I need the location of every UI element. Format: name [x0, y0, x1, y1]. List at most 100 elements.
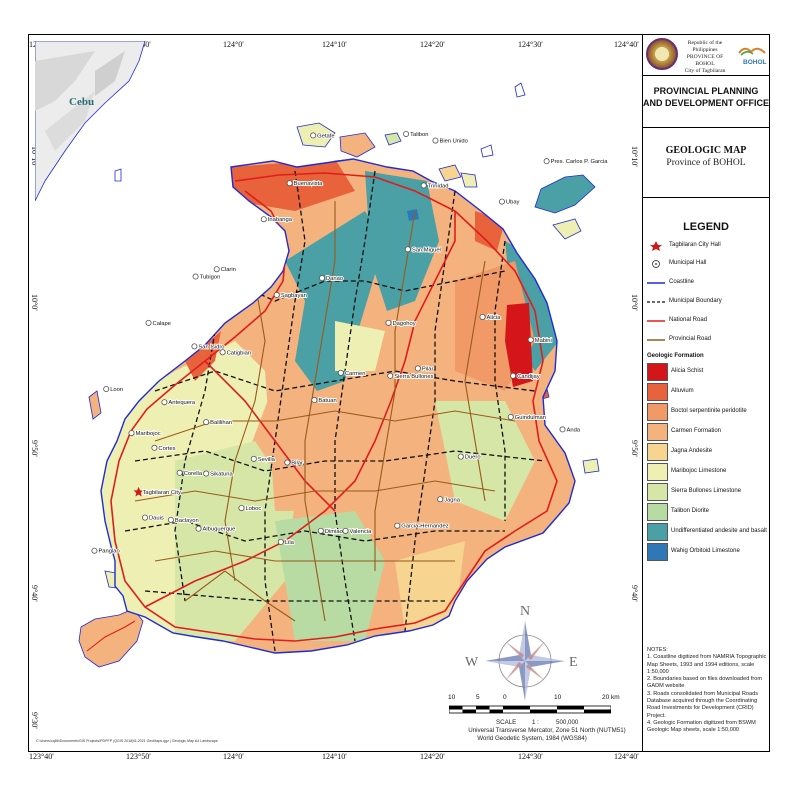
file-path-note: C:\Users\cq86\Documents\GIS Projects\PDP… [36, 739, 218, 743]
place-marker[interactable]: Dimiao [317, 527, 344, 536]
municipal-hall-icon [311, 397, 318, 404]
scale-denominator: 500,000 [556, 719, 579, 726]
coord-top-3: 124°0' [223, 40, 244, 49]
place-marker[interactable]: Alicia [479, 313, 502, 322]
place-marker[interactable]: Anda [559, 426, 582, 434]
coord-right-2: 10°0' [630, 294, 639, 311]
place-marker[interactable]: Garcia-Hernandez [394, 522, 450, 531]
place-label: Jagna [444, 497, 461, 503]
boundary-line-icon [647, 301, 665, 303]
place-marker[interactable]: Dauis [142, 514, 165, 523]
zone-sierra-bullones-east [435, 401, 535, 521]
place-marker[interactable]: Balilihan [203, 419, 233, 427]
place-marker[interactable]: Pres. Carlos P. Garcia [543, 158, 609, 166]
place-marker[interactable]: Catigbian [219, 349, 252, 357]
national-road-icon [647, 320, 665, 322]
place-marker[interactable]: Talibon [403, 130, 429, 139]
place-marker[interactable]: Buenavista [286, 180, 324, 188]
municipal-hall-icon [128, 430, 135, 437]
place-marker[interactable]: Loboc [238, 505, 262, 513]
place-marker[interactable]: Jagna [437, 496, 462, 504]
legend-coastline-label: Coastline [669, 279, 695, 285]
municipal-hall-icon [145, 319, 152, 326]
municipal-hall-icon [161, 399, 168, 406]
place-marker[interactable]: Tubigon [192, 273, 221, 281]
bohol-logo-icon: BOHOL [738, 47, 767, 66]
place-marker[interactable]: Bilar [284, 459, 304, 467]
municipal-hall-icon [284, 459, 291, 466]
municipal-hall-icon [238, 505, 245, 512]
place-marker[interactable]: Baclayon [167, 516, 200, 525]
place-marker[interactable]: San Miguel [404, 246, 442, 254]
place-marker[interactable]: Trinidad [420, 182, 449, 190]
formation-swatch [647, 503, 668, 521]
municipal-hall-icon [403, 130, 410, 137]
map-title: GEOLOGIC MAP [665, 145, 747, 156]
place-marker[interactable]: Sagbayan [273, 291, 308, 300]
place-marker[interactable]: Duero [457, 453, 481, 462]
place-marker[interactable]: Inabanga [260, 216, 294, 224]
place-marker[interactable]: Lila [277, 538, 296, 547]
place-marker[interactable]: Valencia [342, 527, 373, 536]
place-marker[interactable]: Maribojoc [128, 430, 162, 438]
place-marker[interactable]: Mabini [527, 336, 553, 345]
municipal-hall-icon [203, 470, 210, 477]
place-marker[interactable]: Sikatuna [203, 470, 234, 478]
place-label: Dagohoy [392, 321, 415, 327]
municipal-hall-icon [342, 527, 349, 534]
zone-carmen-formation [265, 361, 415, 511]
place-marker[interactable]: Tagbilaran City [133, 486, 182, 497]
place-marker[interactable]: Clarin [213, 266, 237, 274]
coord-left-2: 10°0' [30, 294, 39, 311]
office-box: PROVINCIAL PLANNING AND DEVELOPMENT OFFI… [643, 75, 769, 128]
place-marker[interactable]: Dagohoy [385, 319, 417, 328]
place-marker[interactable]: Guindulman [507, 413, 547, 422]
place-marker[interactable]: Ubay [498, 198, 520, 206]
map-subtitle: Province of BOHOL [666, 158, 746, 168]
note-3: 3. Roads consolidated from Municipal Roa… [647, 690, 759, 719]
municipal-hall-icon [432, 137, 439, 144]
place-marker[interactable]: San Isidro [191, 343, 225, 351]
place-label: Lila [285, 540, 295, 546]
place-marker[interactable]: Getafe [310, 132, 335, 140]
legend-boundary-label: Municipal Boundary [669, 298, 722, 304]
place-marker[interactable]: Carmen [337, 369, 366, 378]
municipal-hall-icon [103, 386, 110, 393]
municipal-hall-icon [203, 419, 210, 426]
zone-wahig-orbitoid [407, 209, 419, 221]
place-marker[interactable]: Batuan [311, 397, 338, 405]
zone-maribojoc-ne [335, 321, 385, 371]
place-label: Loon [110, 387, 123, 393]
geologic-map[interactable]: Cebu [35, 41, 635, 741]
place-marker[interactable]: Pilar [414, 365, 434, 373]
place-marker[interactable]: Sevilla [250, 455, 277, 464]
place-marker[interactable]: Loon [103, 386, 124, 394]
place-marker[interactable]: Bien Unido [432, 137, 469, 145]
place-marker[interactable]: Calape [145, 319, 172, 328]
place-marker[interactable]: Danao [318, 275, 344, 283]
scale-bar [449, 705, 611, 714]
formation-zones [101, 159, 559, 641]
place-marker[interactable]: Panglao [91, 547, 121, 556]
cebu-landmass: Cebu [35, 41, 146, 202]
municipal-hall-icon [277, 538, 284, 545]
place-marker[interactable]: Cortes [151, 444, 176, 453]
republic-text: Republic of the Philippines PROVINCE OF … [677, 40, 733, 75]
municipal-hall-icon [420, 182, 427, 189]
place-label: Ubay [506, 200, 520, 206]
formation-swatch [647, 383, 668, 401]
municipal-hall-icon [273, 291, 280, 298]
place-label: San Isidro [198, 344, 224, 350]
place-label: Maribojoc [135, 431, 160, 437]
place-marker[interactable]: Sierra Bullones [387, 372, 435, 381]
place-marker[interactable]: Albuquerque [195, 525, 236, 534]
coord-bottom-4: 124°10' [322, 752, 347, 761]
place-label: Baclayon [175, 518, 199, 524]
place-marker[interactable]: Antequera [161, 399, 197, 407]
place-marker[interactable]: Corella [176, 469, 204, 478]
zone-talibon-diorite [275, 511, 385, 641]
place-label: Pres. Carlos P. Garcia [551, 159, 609, 165]
place-marker[interactable]: Candijay [510, 372, 541, 381]
place-label: Bilar [291, 461, 303, 467]
coord-left-4: 9°40' [30, 585, 39, 602]
